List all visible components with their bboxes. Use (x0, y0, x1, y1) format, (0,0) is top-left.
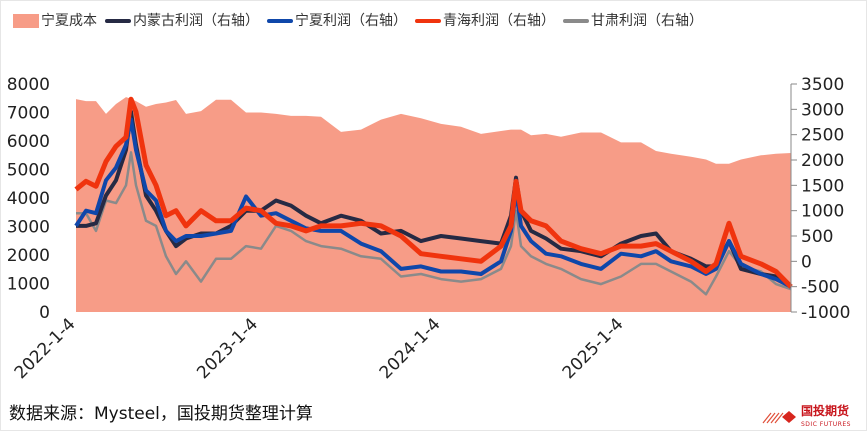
right-axis-tick-label: 3500 (801, 75, 844, 95)
legend-swatch (415, 19, 441, 23)
legend: 宁夏成本 内蒙古利润（右轴） 宁夏利润（右轴） 青海利润（右轴） 甘肃利润（右轴… (13, 12, 709, 30)
legend-swatch (105, 19, 131, 23)
legend-item-neimenggu-profit: 内蒙古利润（右轴） (105, 12, 259, 30)
legend-label: 青海利润（右轴） (443, 13, 555, 29)
legend-item-ningxia-profit: 宁夏利润（右轴） (267, 12, 407, 30)
logo-subtext: SDIC FUTURES (801, 421, 851, 428)
legend-label: 甘肃利润（右轴） (591, 13, 703, 29)
right-axis-tick-label: 0 (801, 252, 812, 272)
left-axis-tick-label: 5000 (7, 161, 50, 181)
right-axis-tick-label: 2000 (801, 151, 844, 171)
right-axis-tick-label: -1000 (801, 303, 850, 323)
legend-label: 宁夏利润（右轴） (295, 13, 407, 29)
legend-item-qinghai-profit: 青海利润（右轴） (415, 12, 555, 30)
left-axis-tick-label: 4000 (7, 189, 50, 209)
legend-item-ningxia-cost: 宁夏成本 (13, 12, 97, 30)
left-axis-tick-label: 3000 (7, 218, 50, 238)
series-line-qinghai-profit (74, 96, 793, 289)
right-axis-tick-label: 1500 (801, 176, 844, 196)
legend-item-gansu-profit: 甘肃利润（右轴） (563, 12, 703, 30)
x-axis-tick-label: 2023-1-4 (193, 314, 262, 383)
logo-text: 国投期货 (801, 404, 850, 418)
left-axis-tick-label: 1000 (7, 275, 50, 295)
logo-mark-icon (762, 410, 796, 423)
series-line-gansu-profit (76, 151, 792, 296)
legend-label: 内蒙古利润（右轴） (133, 13, 259, 29)
left-axis-tick-label: 8000 (7, 75, 50, 95)
left-axis-tick-label: 2000 (7, 246, 50, 266)
left-axis-tick-label: 7000 (7, 104, 50, 124)
source-note: 数据来源：Mysteel，国投期货整理计算 (9, 404, 313, 424)
right-axis-tick-label: 1000 (801, 202, 844, 222)
series-line-ningxia-profit (74, 117, 792, 289)
x-axis-tick-label: 2025-1-4 (559, 314, 628, 383)
left-axis-tick-label: 6000 (7, 132, 50, 152)
right-axis-tick-label: 3000 (801, 100, 844, 120)
series-area-ningxia-cost (76, 97, 791, 312)
x-axis-tick-label: 2022-1-4 (11, 314, 80, 383)
x-axis-tick-label: 2024-1-4 (376, 314, 445, 383)
left-axis-tick-label: 0 (39, 303, 50, 323)
right-axis-tick-label: 500 (801, 227, 833, 247)
right-axis-tick-label: 2500 (801, 126, 844, 146)
legend-swatch (13, 14, 39, 28)
legend-label: 宁夏成本 (41, 13, 97, 29)
legend-swatch (563, 19, 589, 23)
logo: 国投期货 SDIC FUTURES (761, 404, 851, 429)
series-line-neimenggu-profit (76, 109, 793, 289)
legend-swatch (267, 19, 293, 23)
right-axis-tick-label: -500 (801, 278, 840, 298)
